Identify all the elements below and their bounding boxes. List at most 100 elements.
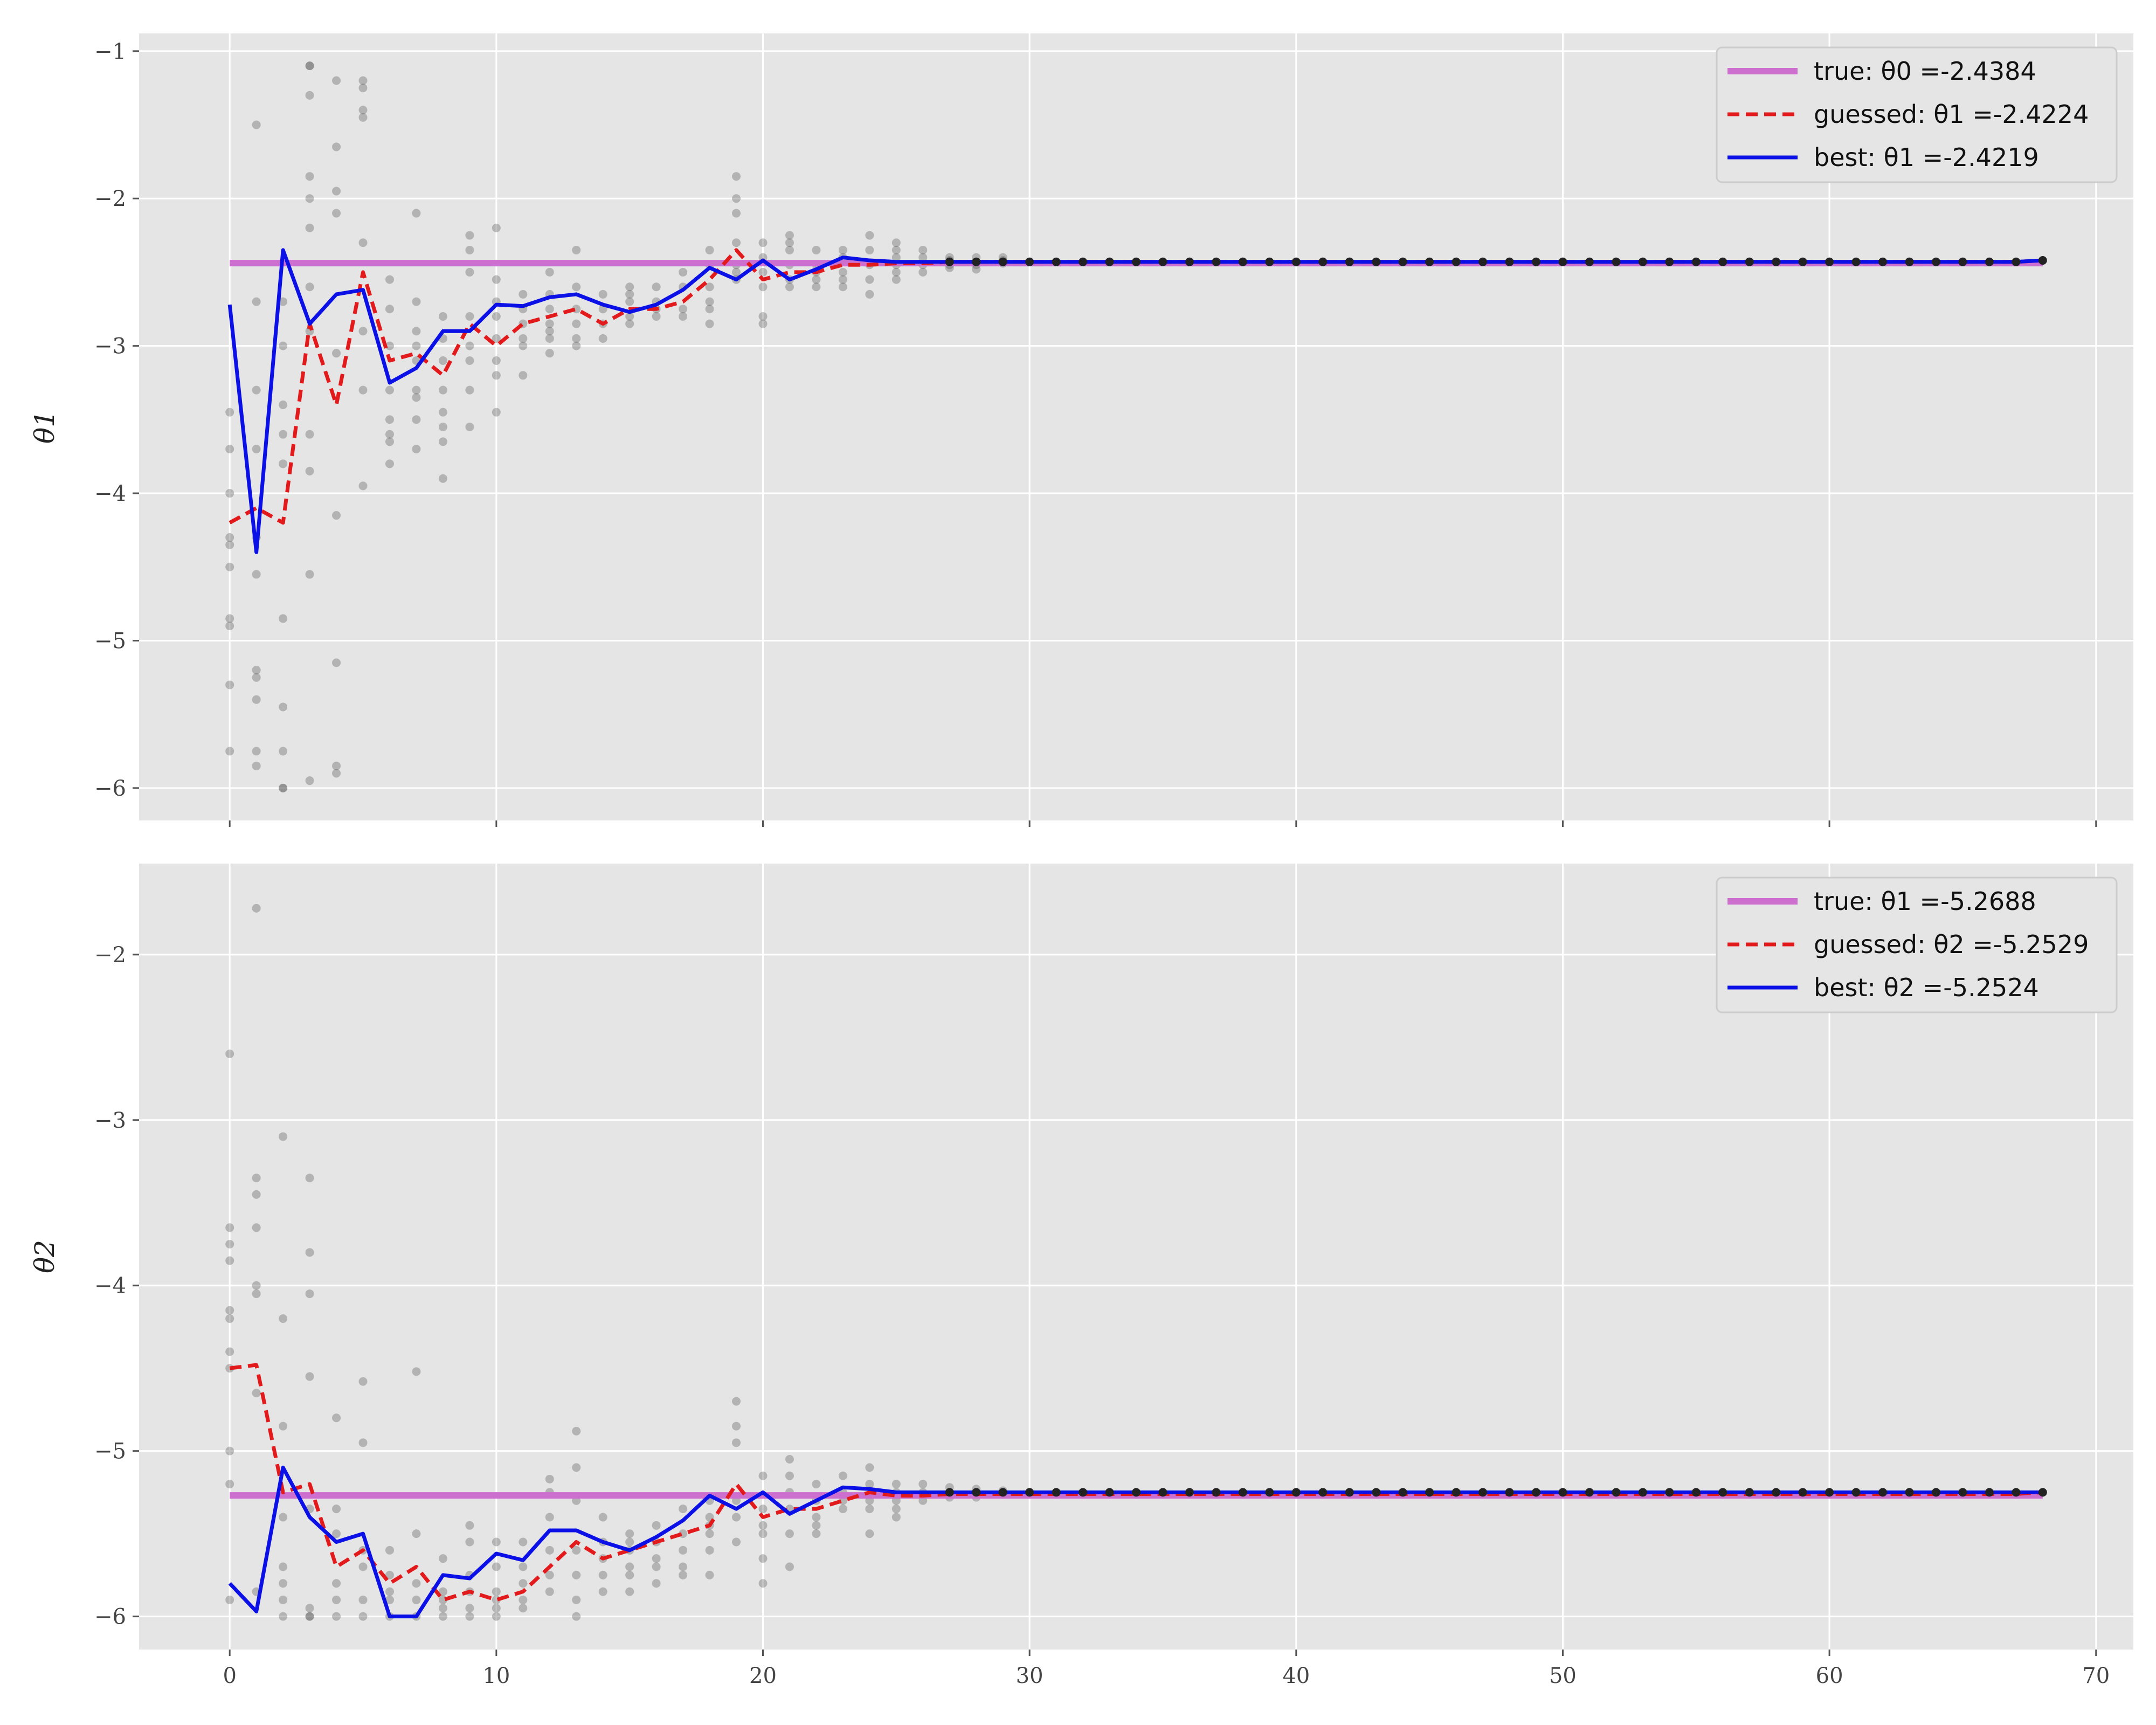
sample-point: [892, 1513, 901, 1522]
sample-point: [758, 1471, 768, 1480]
sample-point: [465, 356, 474, 365]
sample-point: [572, 1463, 581, 1472]
converged-point: [1318, 257, 1328, 266]
y-axis-label: θ1: [29, 410, 60, 444]
sample-point: [519, 1595, 528, 1604]
sample-point: [572, 1612, 581, 1621]
sample-point: [385, 305, 394, 314]
sample-point: [412, 341, 421, 350]
sample-point: [625, 282, 634, 292]
sample-point: [385, 430, 394, 439]
converged-point: [1212, 257, 1221, 266]
sample-point: [492, 1612, 501, 1621]
sample-point: [679, 1545, 688, 1555]
sample-point: [892, 238, 901, 247]
converged-point: [1558, 1488, 1567, 1497]
converged-point: [1878, 257, 1888, 266]
sample-point: [438, 474, 447, 483]
converged-point: [1612, 1488, 1621, 1497]
sample-point: [545, 1513, 554, 1522]
sample-point: [625, 1529, 634, 1538]
sample-point: [758, 1529, 768, 1538]
sample-point: [358, 1612, 368, 1621]
sample-point: [225, 1239, 234, 1248]
sample-point: [279, 1422, 288, 1431]
converged-point: [1798, 257, 1807, 266]
converged-point: [1905, 1488, 1914, 1497]
sample-point: [812, 1480, 821, 1489]
sample-point: [572, 245, 581, 254]
sample-point: [545, 1587, 554, 1596]
sample-point: [865, 275, 874, 284]
converged-point: [1985, 257, 1994, 266]
sample-point: [279, 341, 288, 350]
sample-point: [305, 430, 314, 439]
sample-point: [625, 319, 634, 328]
sample-point: [252, 297, 261, 306]
sample-point: [545, 319, 554, 328]
sample-point: [972, 265, 981, 274]
sample-point: [358, 76, 368, 85]
sample-point: [358, 1377, 368, 1386]
converged-point: [1691, 1488, 1701, 1497]
sample-point: [572, 319, 581, 328]
sample-point: [545, 305, 554, 314]
converged-point: [2038, 1488, 2047, 1497]
y-tick-label: −2: [94, 943, 126, 968]
legend-true-label: true: θ1 =-5.2688: [1814, 887, 2036, 916]
sample-point: [598, 1587, 607, 1596]
sample-point: [412, 297, 421, 306]
sample-point: [279, 400, 288, 409]
sample-point: [545, 1570, 554, 1579]
x-tick-label: 10: [482, 1664, 510, 1688]
sample-point: [305, 570, 314, 579]
sample-point: [705, 297, 714, 306]
y-tick-label: −4: [94, 481, 126, 506]
converged-point: [1612, 257, 1621, 266]
sample-point: [252, 570, 261, 579]
sample-point: [332, 769, 341, 778]
sample-point: [652, 1579, 661, 1588]
converged-point: [1212, 1488, 1221, 1497]
sample-point: [758, 267, 768, 277]
converged-point: [1665, 1488, 1674, 1497]
sample-point: [332, 142, 341, 151]
sample-point: [305, 1174, 314, 1183]
sample-point: [519, 1562, 528, 1571]
legend-true-label: true: θ0 =-2.4384: [1814, 57, 2036, 86]
sample-point: [758, 282, 768, 292]
sample-point: [625, 297, 634, 306]
sample-point: [679, 305, 688, 314]
sample-point: [465, 231, 474, 240]
sample-point: [492, 275, 501, 284]
sample-point: [679, 1562, 688, 1571]
sample-point: [332, 76, 341, 85]
converged-point: [1531, 1488, 1540, 1497]
converged-point: [1291, 1488, 1301, 1497]
sample-point: [572, 1545, 581, 1555]
converged-point: [1958, 257, 1967, 266]
sample-point: [732, 1438, 741, 1447]
converged-point: [1505, 1488, 1514, 1497]
sample-point: [679, 1570, 688, 1579]
sample-point: [625, 1587, 634, 1596]
sample-point: [385, 341, 394, 350]
y-tick-label: −5: [94, 629, 126, 653]
sample-point: [572, 334, 581, 343]
sample-point: [225, 1595, 234, 1604]
converged-point: [1398, 1488, 1407, 1497]
sample-point: [385, 1545, 394, 1555]
sample-point: [412, 385, 421, 395]
sample-point: [225, 562, 234, 571]
sample-point: [305, 1372, 314, 1381]
sample-point: [385, 415, 394, 424]
x-tick-label: 70: [2082, 1664, 2110, 1688]
sample-point: [865, 231, 874, 240]
sample-point: [305, 1289, 314, 1299]
theta1-panel: −6 −5 −4 −3 −2 −1 θ1 true: θ0 =-2.4384 guesse…: [29, 33, 2133, 827]
sample-point: [465, 1537, 474, 1547]
sample-point: [225, 540, 234, 549]
sample-point: [812, 245, 821, 254]
sample-point: [545, 1474, 554, 1484]
sample-point: [279, 1132, 288, 1141]
